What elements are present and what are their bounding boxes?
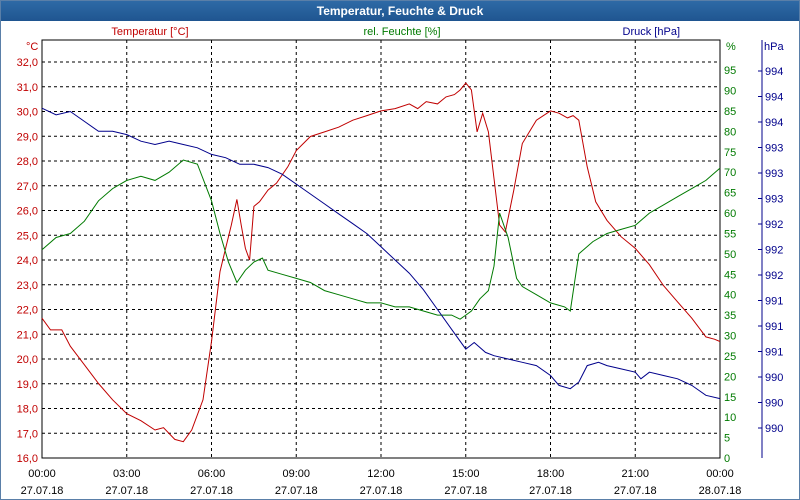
temp-tick-label: 18,0 [17, 404, 38, 416]
temp-tick-label: 16,0 [17, 453, 38, 465]
temp-tick-label: 19,0 [17, 379, 38, 391]
axes: 00:00 27.07.18 03:00 27.07.18 06:00 27.07.18 0… [17, 26, 785, 497]
press-tick-label: 993 [765, 168, 783, 180]
x-tick-time: 09:00 [282, 468, 310, 480]
press-tick-label: 990 [765, 423, 783, 435]
hum-tick-label: 95 [724, 65, 736, 77]
hum-tick-label: 65 [724, 188, 736, 200]
press-tick-label: 994 [765, 92, 783, 104]
temp-tick-label: 31,0 [17, 82, 38, 94]
press-tick-label: 992 [765, 245, 783, 257]
temp-axis-title: Temperatur [°C] [111, 26, 188, 38]
window-title: Temperatur, Feuchte & Druck [1, 1, 799, 21]
press-tick-label: 991 [765, 296, 783, 308]
temperature-line [41, 82, 721, 443]
x-tick-time: 15:00 [452, 468, 480, 480]
temp-tick-label: 25,0 [17, 230, 38, 242]
hum-tick-label: 45 [724, 269, 736, 281]
hum-tick-label: 25 [724, 351, 736, 363]
temp-tick-label: 23,0 [17, 280, 38, 292]
temp-tick-label: 17,0 [17, 428, 38, 440]
pressure-line [41, 107, 721, 400]
press-tick-label: 993 [765, 194, 783, 206]
hum-tick-label: 75 [724, 147, 736, 159]
press-tick-label: 994 [765, 117, 783, 129]
hum-tick-label: 5 [724, 433, 730, 445]
x-tick-date: 27.07.18 [21, 485, 64, 497]
series-lines [41, 82, 721, 443]
press-tick-label: 992 [765, 270, 783, 282]
hum-tick-label: 60 [724, 208, 736, 220]
x-tick-time: 00:00 [28, 468, 56, 480]
x-tick-time: 06:00 [198, 468, 226, 480]
temp-tick-label: 20,0 [17, 354, 38, 366]
x-tick-time: 18:00 [537, 468, 565, 480]
x-tick-date: 27.07.18 [360, 485, 403, 497]
press-axis-title: Druck [hPa] [623, 26, 680, 38]
hum-tick-label: 70 [724, 167, 736, 179]
x-tick-date: 27.07.18 [275, 485, 318, 497]
x-tick-date: 27.07.18 [190, 485, 233, 497]
x-tick-date: 28.07.18 [699, 485, 742, 497]
temp-tick-label: 24,0 [17, 255, 38, 267]
hum-tick-label: 10 [724, 412, 736, 424]
temp-tick-label: 32,0 [17, 57, 38, 69]
x-tick-time: 03:00 [113, 468, 141, 480]
temp-tick-label: 21,0 [17, 329, 38, 341]
x-tick-date: 27.07.18 [529, 485, 572, 497]
hum-tick-label: 80 [724, 126, 736, 138]
hum-tick-label: 20 [724, 371, 736, 383]
humidity-line [41, 159, 721, 320]
hum-tick-label: 90 [724, 86, 736, 98]
x-tick-time: 12:00 [367, 468, 395, 480]
hum-tick-label: 35 [724, 310, 736, 322]
hum-tick-label: 85 [724, 106, 736, 118]
press-tick-label: 990 [765, 372, 783, 384]
x-tick-date: 27.07.18 [105, 485, 148, 497]
temp-tick-label: 30,0 [17, 107, 38, 119]
temp-tick-label: 29,0 [17, 131, 38, 143]
grid-lines [41, 39, 721, 459]
hum-tick-label: 30 [724, 331, 736, 343]
hum-axis-title: rel. Feuchte [%] [363, 26, 440, 38]
press-tick-label: 992 [765, 219, 783, 231]
press-tick-label: 990 [765, 398, 783, 410]
press-tick-label: 991 [765, 321, 783, 333]
temp-tick-label: 28,0 [17, 156, 38, 168]
hum-tick-label: 40 [724, 290, 736, 302]
press-tick-label: 993 [765, 143, 783, 155]
hum-unit-label: % [726, 41, 736, 53]
temp-tick-label: 26,0 [17, 206, 38, 218]
hum-tick-label: 55 [724, 228, 736, 240]
press-tick-label: 991 [765, 347, 783, 359]
hum-tick-label: 0 [724, 453, 730, 465]
temp-unit-label: °C [26, 41, 38, 53]
press-unit-label: hPa [764, 41, 784, 53]
hum-tick-label: 15 [724, 392, 736, 404]
x-tick-date: 27.07.18 [614, 485, 657, 497]
press-tick-label: 994 [765, 66, 783, 78]
hum-tick-label: 50 [724, 249, 736, 261]
temp-tick-label: 27,0 [17, 181, 38, 193]
x-tick-date: 27.07.18 [444, 485, 487, 497]
temp-tick-label: 22,0 [17, 305, 38, 317]
x-tick-time: 21:00 [621, 468, 649, 480]
x-tick-time: 00:00 [706, 468, 734, 480]
